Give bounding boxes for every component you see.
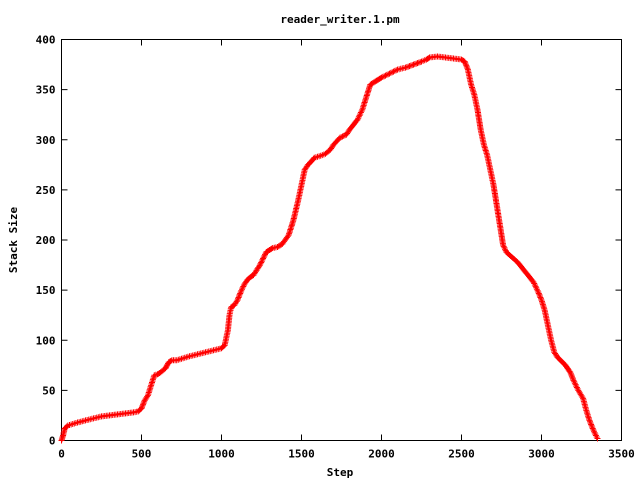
x-tick-label: 3000: [528, 448, 555, 461]
y-tick-label: 250: [36, 184, 56, 197]
plot-frame: [61, 39, 622, 441]
series-line: [60, 55, 599, 441]
y-tick-label: 300: [36, 134, 56, 147]
y-tick-label: 100: [36, 334, 56, 347]
x-tick-label: 2500: [448, 448, 475, 461]
y-tick-label: 50: [42, 384, 55, 397]
axis-ticks: 0 500 1000 1500 2000 2500 3000 3500 0 50 100 150 200…: [36, 34, 635, 461]
x-tick-label: 1000: [208, 448, 235, 461]
y-axis-label: Stack Size: [7, 207, 20, 274]
x-axis-label: Step: [327, 466, 354, 479]
series-markers: [58, 53, 601, 444]
x-tick-label: 0: [58, 448, 65, 461]
x-tick-label: 500: [132, 448, 152, 461]
y-tick-label: 0: [49, 435, 56, 448]
series-plus-markers: [58, 53, 601, 444]
chart-title: reader_writer.1.pm: [280, 13, 400, 26]
x-tick-label: 3500: [608, 448, 635, 461]
y-tick-label: 200: [36, 234, 56, 247]
y-tick-label: 350: [36, 84, 56, 97]
x-tick-label: 1500: [288, 448, 315, 461]
y-tick-label: 400: [36, 34, 56, 47]
y-tick-label: 150: [36, 284, 56, 297]
x-tick-label: 2000: [368, 448, 395, 461]
